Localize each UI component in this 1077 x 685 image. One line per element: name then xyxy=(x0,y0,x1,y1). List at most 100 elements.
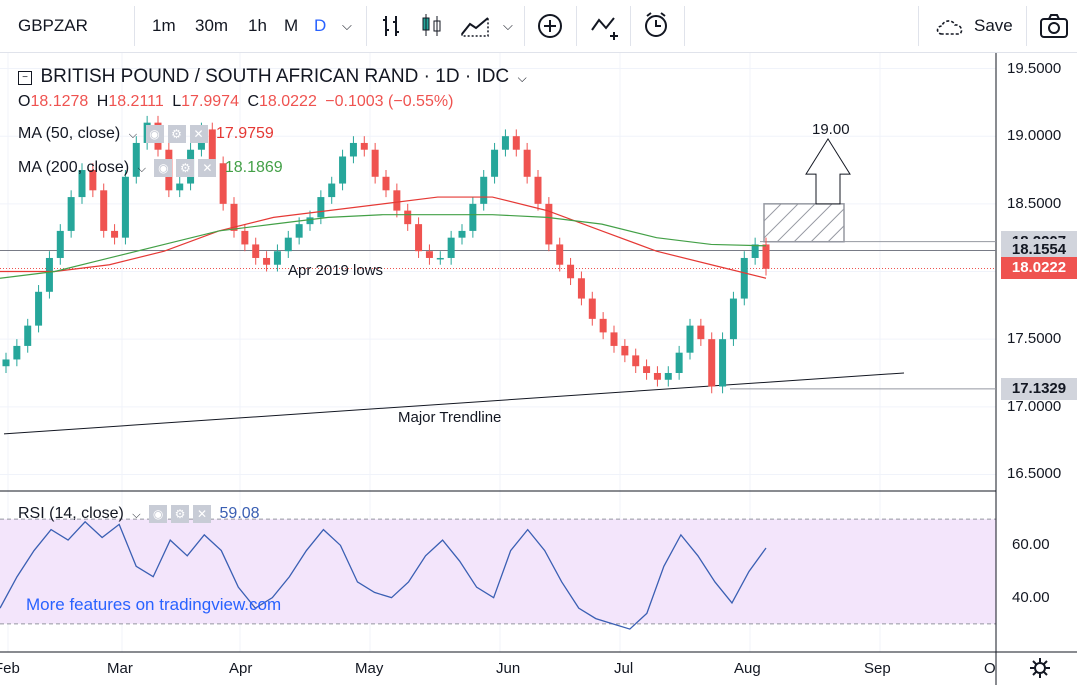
rsi-value: 59.08 xyxy=(219,505,260,523)
interval-d[interactable]: D xyxy=(314,16,327,35)
candle xyxy=(208,129,216,164)
ma50-legend[interactable]: MA (50, close) ⌵ ◉ ⚙ ✕ 17.9759 xyxy=(18,125,278,143)
eye-icon[interactable]: ◉ xyxy=(154,159,173,177)
area-style-icon[interactable] xyxy=(460,14,490,38)
gear-icon[interactable]: ⚙ xyxy=(176,159,195,177)
candle xyxy=(653,372,661,380)
price-tag: 18.0222 xyxy=(1001,257,1077,280)
indicators-icon[interactable] xyxy=(590,12,622,42)
candle xyxy=(480,176,488,204)
rsi-band xyxy=(0,519,996,624)
eye-icon[interactable]: ◉ xyxy=(145,125,164,143)
interval-30m[interactable]: 30m xyxy=(195,16,229,35)
price-tick-label: 18.5000 xyxy=(1007,194,1062,212)
ma200-label: MA (200, close) xyxy=(18,159,130,177)
low-label: L xyxy=(172,93,182,110)
toolbar-divider xyxy=(684,6,685,46)
camera-icon[interactable] xyxy=(1039,13,1069,39)
candle xyxy=(284,237,292,252)
time-tick-label: Aug xyxy=(734,660,761,677)
candle xyxy=(295,224,303,238)
candle xyxy=(78,170,86,198)
target-box[interactable] xyxy=(763,203,845,243)
time-tick-label: Apr xyxy=(229,660,253,677)
interval-1h[interactable]: 1h xyxy=(248,16,267,35)
candle xyxy=(567,264,575,279)
title-dropdown-icon[interactable]: ⌵ xyxy=(517,71,527,85)
candle xyxy=(219,163,227,204)
ma50-value: 17.9759 xyxy=(215,125,274,143)
interval-dropdown-icon[interactable]: ⌵ xyxy=(342,18,352,33)
gear-icon[interactable]: ⚙ xyxy=(171,505,190,523)
candle xyxy=(469,203,477,231)
eye-icon[interactable]: ◉ xyxy=(149,505,168,523)
candle xyxy=(501,136,509,150)
low-value: 17.9974 xyxy=(181,93,239,110)
candle xyxy=(56,230,64,258)
candle xyxy=(263,257,271,265)
time-tick-label: Mar xyxy=(107,660,133,677)
candle xyxy=(708,339,716,387)
candle xyxy=(404,210,412,225)
close-label: C xyxy=(247,93,259,110)
candle xyxy=(588,298,596,319)
gear-icon[interactable]: ⚙ xyxy=(167,125,186,143)
alert-clock-icon[interactable] xyxy=(643,11,673,41)
candle xyxy=(100,190,108,231)
candle xyxy=(121,176,129,238)
toolbar-divider xyxy=(576,6,577,46)
settings-gear-icon[interactable] xyxy=(1029,657,1051,679)
candle xyxy=(176,183,184,191)
close-icon[interactable]: ✕ xyxy=(193,505,212,523)
toolbar-divider xyxy=(1026,6,1027,46)
major-trendline[interactable] xyxy=(3,372,905,435)
candle xyxy=(686,325,694,353)
close-icon[interactable]: ✕ xyxy=(198,159,217,177)
time-tick-label: Feb xyxy=(0,660,20,677)
candle xyxy=(610,332,618,346)
candle xyxy=(436,257,444,260)
interval-1m[interactable]: 1m xyxy=(152,16,176,35)
ohlc-legend: O18.1278 H18.2111 L17.9974 C18.0222 −0.1… xyxy=(18,93,457,111)
chart-legend: − BRITISH POUND / SOUTH AFRICAN RAND · 1… xyxy=(18,66,531,88)
open-value: 18.1278 xyxy=(30,93,89,110)
candle xyxy=(393,190,401,211)
rsi-dropdown-icon[interactable]: ⌵ xyxy=(132,509,141,522)
collapse-icon[interactable]: − xyxy=(18,70,32,85)
candles xyxy=(2,115,770,394)
toolbar-divider xyxy=(630,6,631,46)
target-arrow-icon[interactable] xyxy=(805,137,851,205)
symbol-selector[interactable]: GBPZAR xyxy=(18,16,88,35)
candle xyxy=(89,170,97,191)
candle xyxy=(317,197,325,218)
rsi-tick-label: 40.00 xyxy=(1012,588,1050,606)
close-icon[interactable]: ✕ xyxy=(189,125,208,143)
candle xyxy=(577,278,585,299)
add-indicator-icon[interactable] xyxy=(537,13,563,39)
watermark-link[interactable]: More features on tradingview.com xyxy=(26,595,282,614)
candle xyxy=(751,244,759,258)
candle xyxy=(491,149,499,177)
candle xyxy=(35,291,43,326)
cloud-save-icon[interactable] xyxy=(934,16,970,38)
chart-style-dropdown-icon[interactable]: ⌵ xyxy=(503,18,513,33)
candle xyxy=(458,230,466,238)
candle xyxy=(534,176,542,204)
ma200-dropdown-icon[interactable]: ⌵ xyxy=(137,163,146,176)
candle xyxy=(664,372,672,380)
instrument-title: BRITISH POUND / SOUTH AFRICAN RAND · 1D … xyxy=(40,66,510,87)
rsi-legend[interactable]: RSI (14, close) ⌵ ◉ ⚙ ✕ 59.08 xyxy=(18,505,264,523)
candle xyxy=(339,156,347,184)
candles-style-icon[interactable] xyxy=(420,12,444,40)
bars-style-icon[interactable] xyxy=(380,14,404,38)
change-value: −0.1003 (−0.55%) xyxy=(325,93,454,110)
price-tick-label: 17.0000 xyxy=(1007,397,1062,415)
time-tick-label: Sep xyxy=(864,660,891,677)
candle xyxy=(697,325,705,340)
interval-m[interactable]: M xyxy=(284,16,299,35)
ma50-dropdown-icon[interactable]: ⌵ xyxy=(128,129,138,142)
ma200-legend[interactable]: MA (200, close) ⌵ ◉ ⚙ ✕ 18.1869 xyxy=(18,159,287,177)
candle xyxy=(512,136,520,150)
save-button[interactable]: Save xyxy=(974,16,1013,35)
